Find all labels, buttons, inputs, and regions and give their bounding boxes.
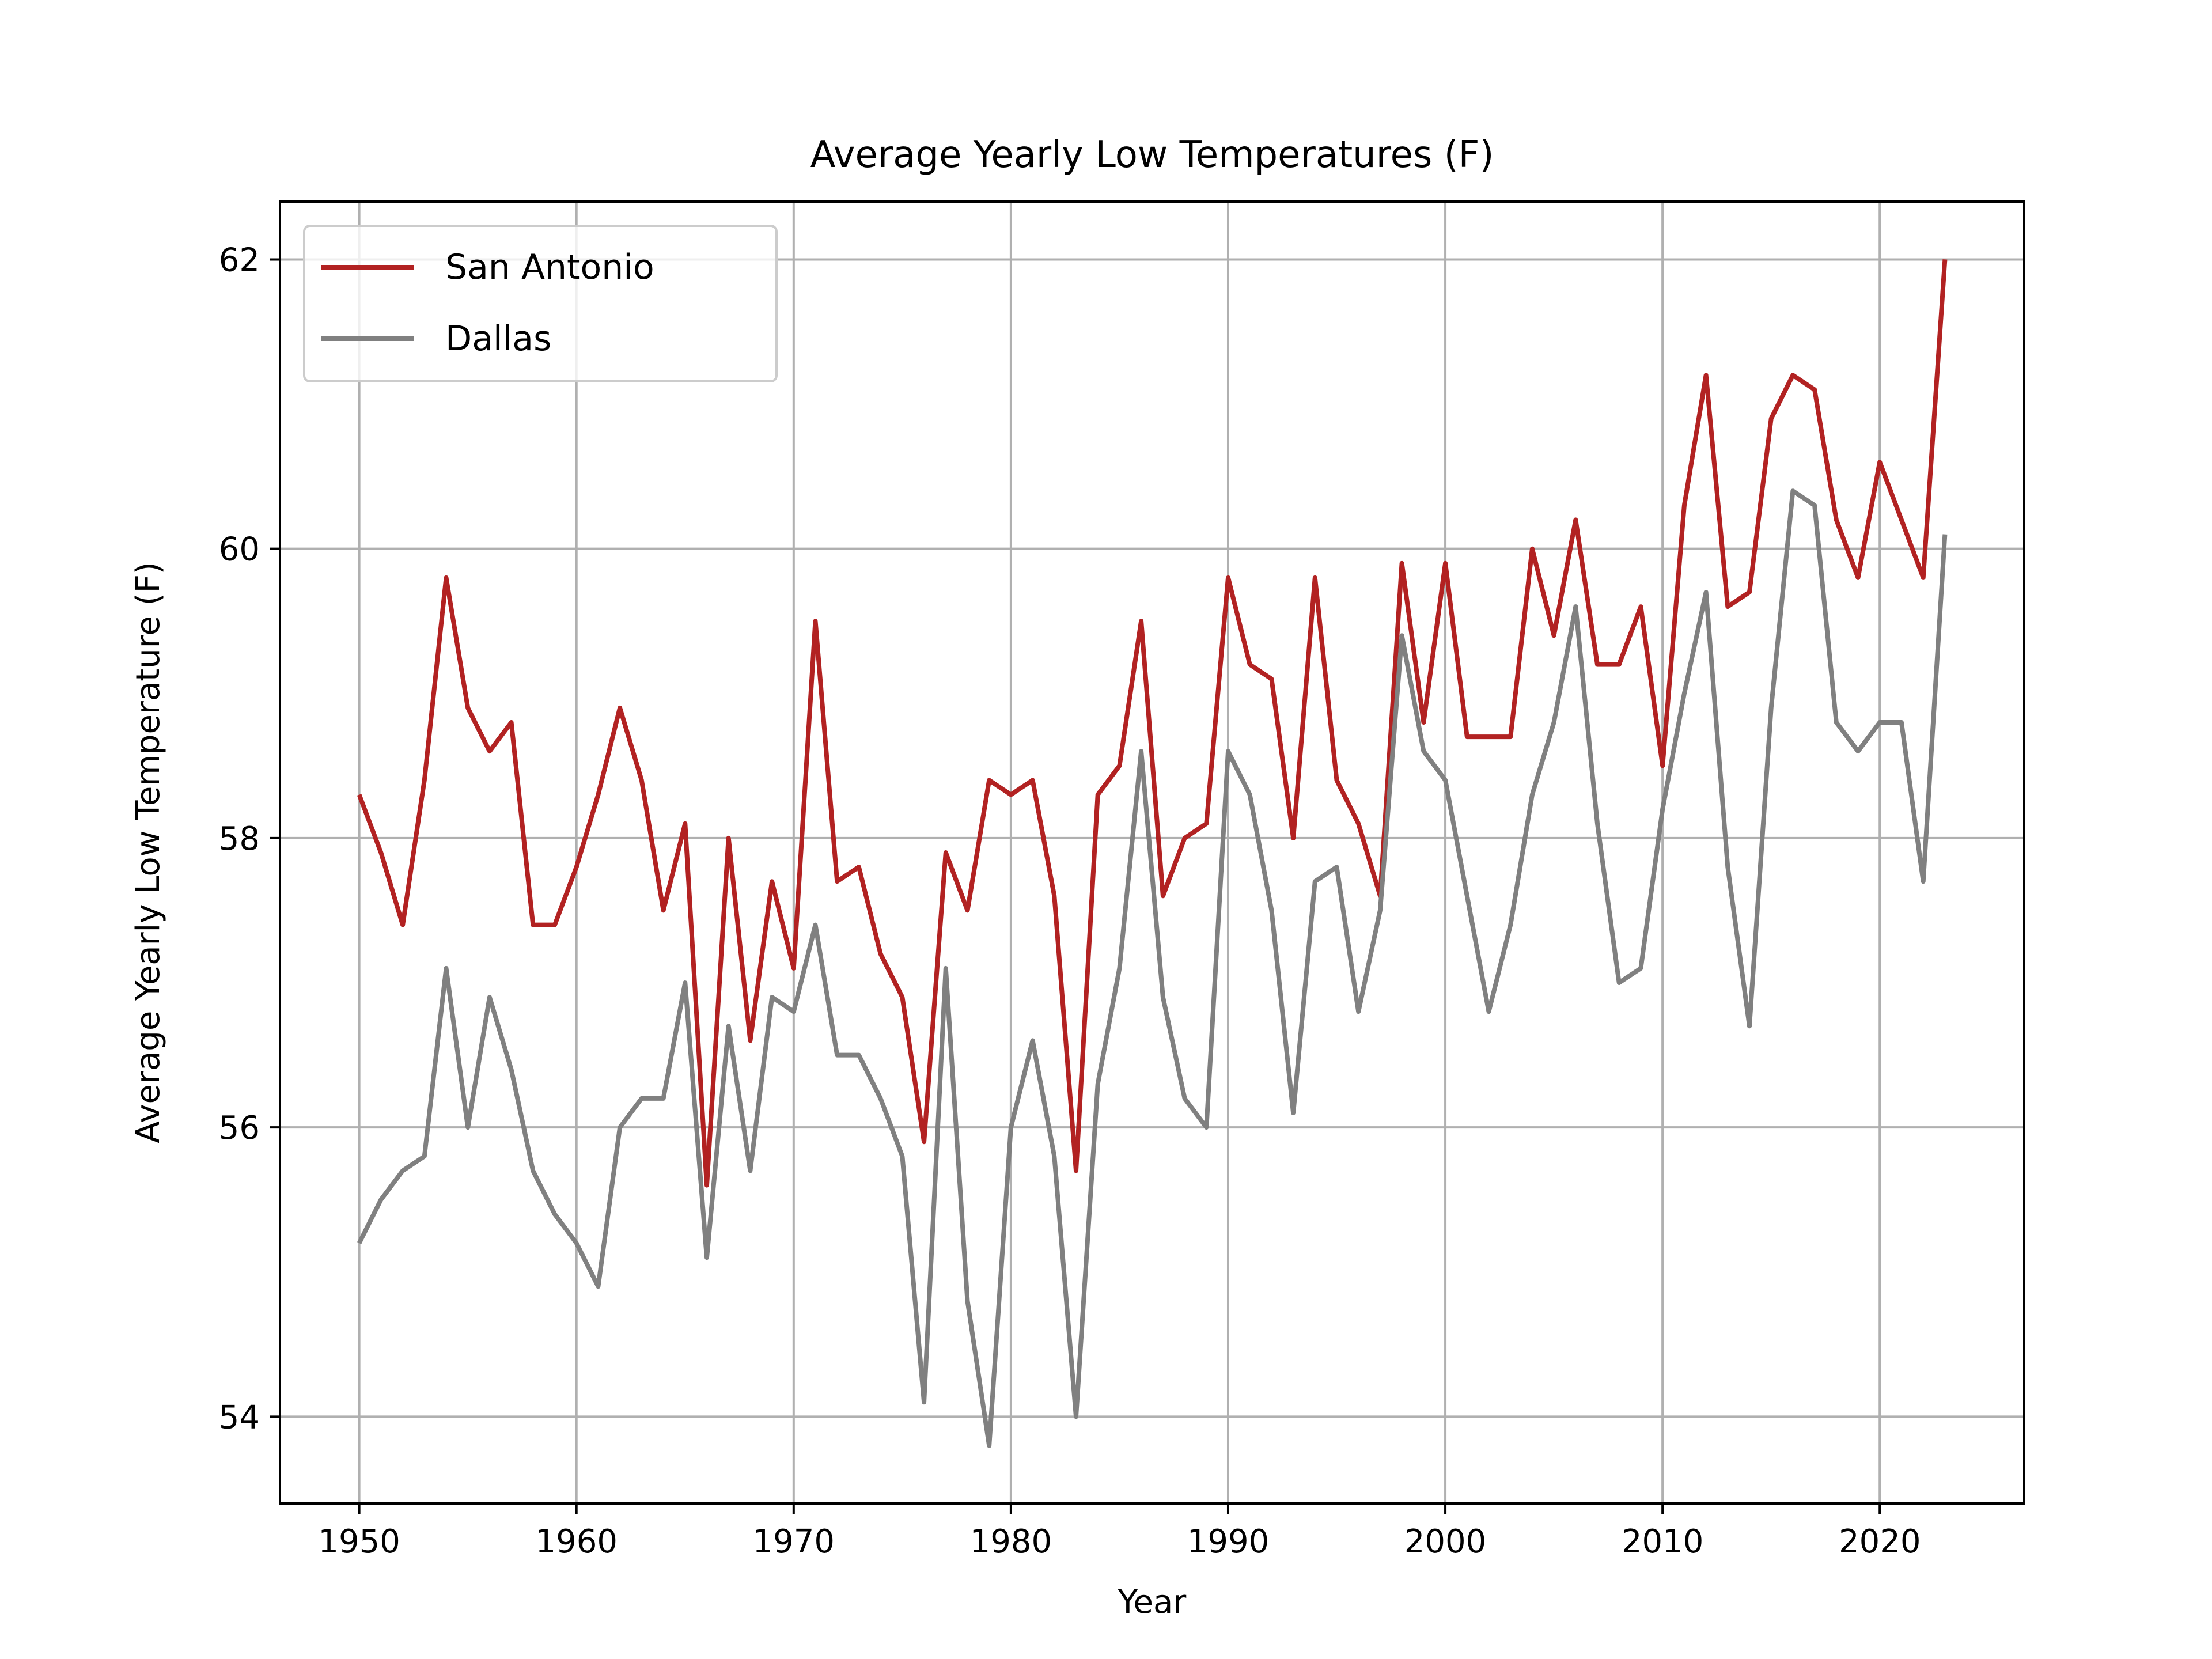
- x-tick-label: 2010: [1622, 1523, 1704, 1560]
- x-tick-label: 1950: [318, 1523, 400, 1560]
- x-axis-label: Year: [1118, 1584, 1187, 1621]
- legend-label: San Antonio: [445, 247, 654, 287]
- legend-label: Dallas: [445, 319, 551, 359]
- x-axis-ticks: 1950 1960 1970 1980 1990 2000 2010 2020: [318, 1503, 1921, 1560]
- series-line-dallas: [357, 488, 1948, 1448]
- x-tick-label: 1990: [1187, 1523, 1270, 1560]
- y-tick-label: 62: [219, 241, 260, 279]
- x-tick-label: 1980: [970, 1523, 1052, 1560]
- y-tick-label: 56: [219, 1109, 260, 1147]
- y-tick-label: 60: [219, 531, 260, 569]
- grid: [280, 202, 2024, 1503]
- y-tick-label: 58: [219, 820, 260, 858]
- y-axis-ticks: 54 56 58 60 62: [219, 241, 280, 1436]
- series-line-san-antonio: [357, 259, 1948, 1188]
- y-tick-label: 54: [219, 1399, 260, 1436]
- plot-frame: [279, 200, 2025, 1505]
- x-tick-label: 1960: [535, 1523, 618, 1560]
- chart-title: Average Yearly Low Temperatures (F): [810, 134, 1494, 176]
- legend-box: [303, 225, 778, 382]
- legend: San Antonio Dallas: [303, 225, 778, 382]
- series-lines: [357, 259, 1948, 1448]
- y-axis-label: Average Yearly Low Temperature (F): [130, 562, 167, 1143]
- x-tick-label: 2000: [1404, 1523, 1487, 1560]
- x-tick-label: 2020: [1839, 1523, 1921, 1560]
- x-tick-label: 1970: [753, 1523, 835, 1560]
